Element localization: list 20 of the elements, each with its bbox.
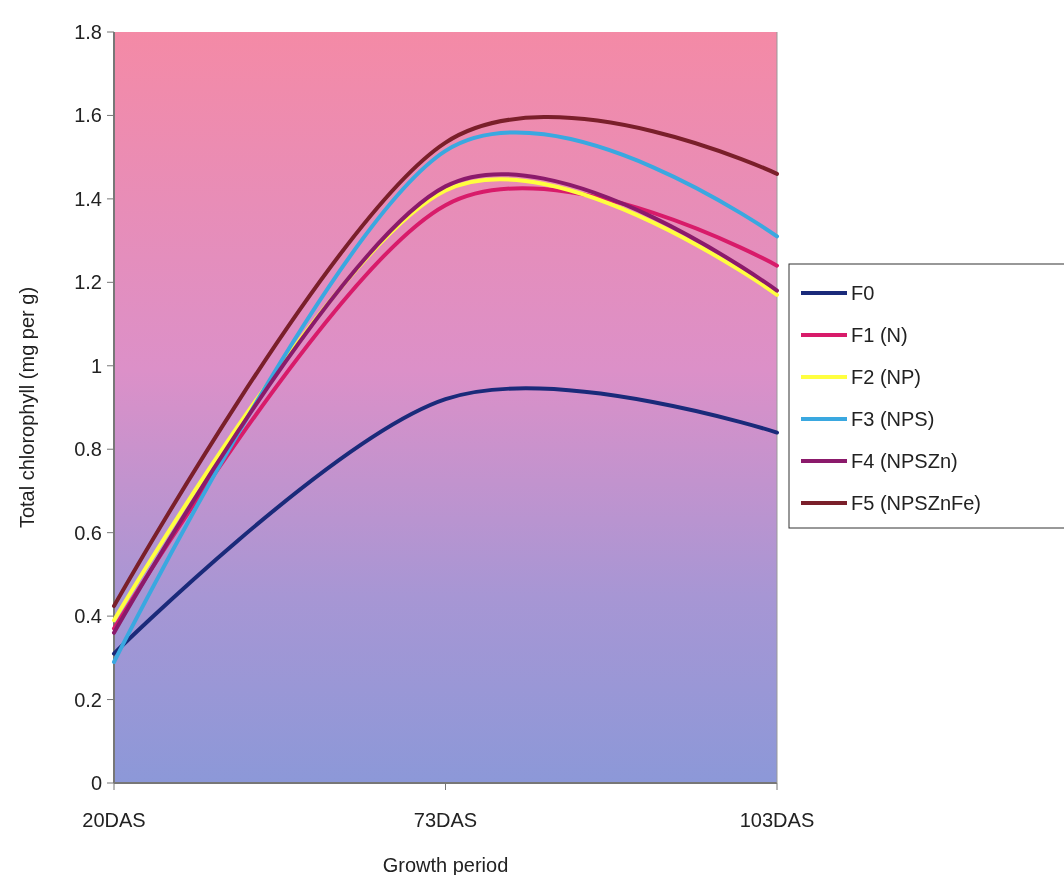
legend-label: F3 (NPS): [851, 408, 935, 430]
x-tick-label: 20DAS: [82, 809, 146, 831]
y-tick-label: 1: [90, 354, 102, 377]
legend-label: F5 (NPSZnFe): [851, 492, 982, 514]
y-tick-label: 1.2: [74, 271, 102, 294]
legend-label: F1 (N): [851, 324, 908, 346]
legend-label: F2 (NP): [851, 366, 921, 388]
y-tick-label: 0.8: [74, 438, 102, 461]
y-axis-title: Total chlorophyll (mg per g): [16, 286, 38, 529]
legend-label: F0: [851, 282, 875, 304]
y-tick-label: 1.6: [74, 104, 102, 127]
legend-label: F4 (NPSZn): [851, 450, 958, 472]
y-tick-label: 0: [90, 772, 102, 794]
x-tick-label: 103DAS: [739, 809, 815, 831]
y-tick-label: 0.6: [74, 521, 102, 544]
y-tick-label: 0.4: [74, 605, 102, 628]
y-tick-label: 1.8: [74, 21, 102, 43]
y-tick-label: 1.4: [74, 187, 102, 210]
y-tick-label: 0.2: [74, 688, 102, 711]
x-tick-label: 73DAS: [413, 809, 478, 831]
